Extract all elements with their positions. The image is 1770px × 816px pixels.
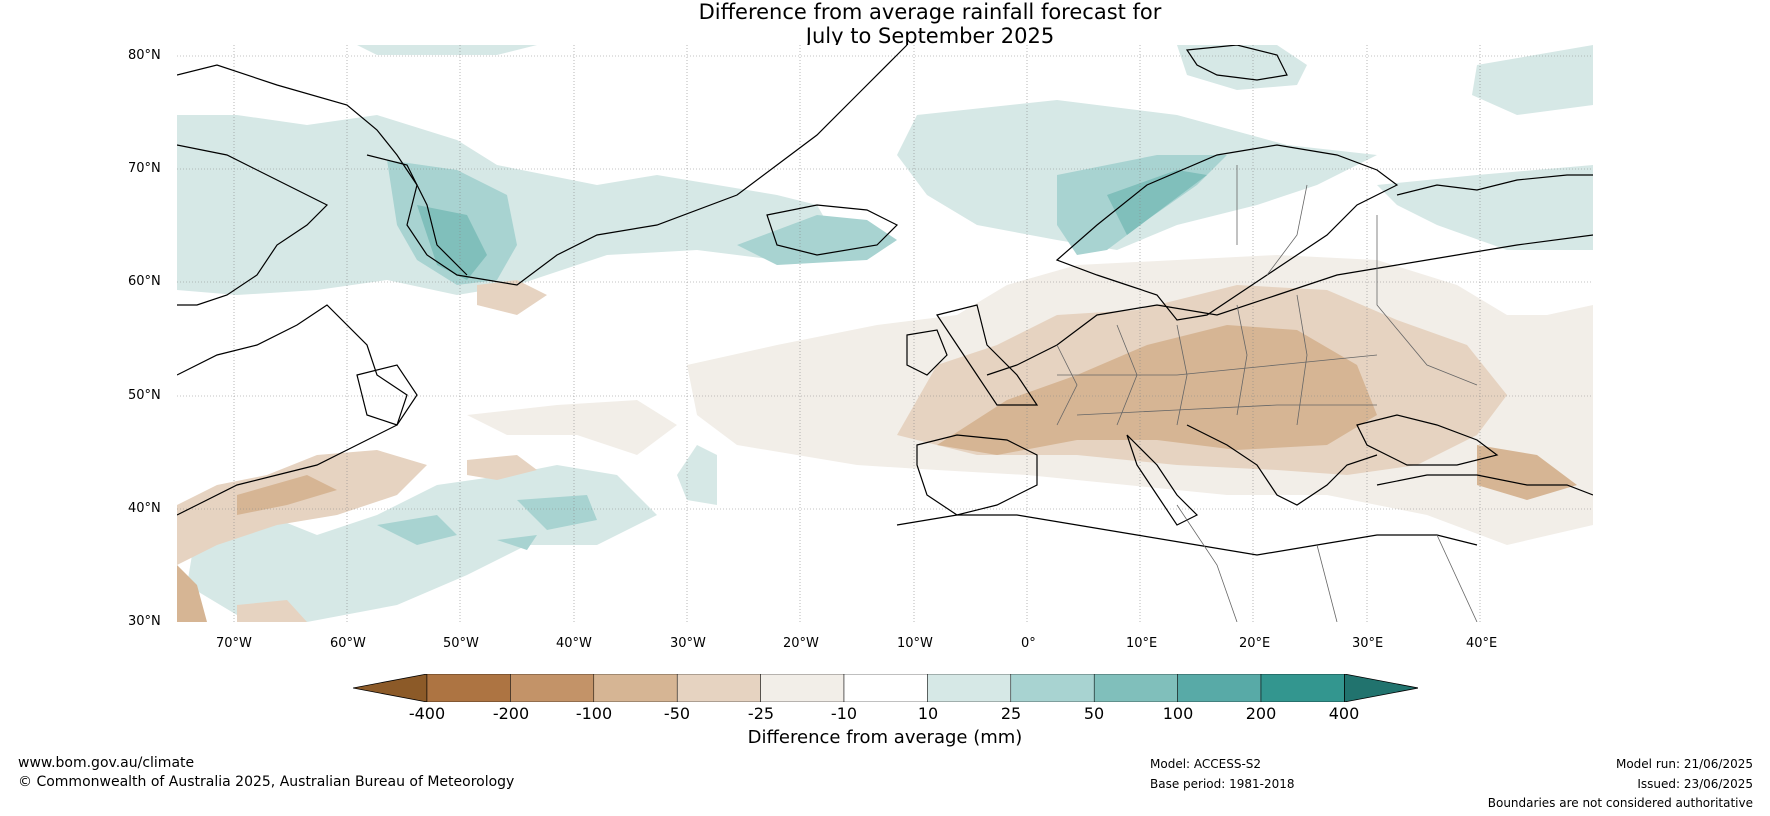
greenland-coast (177, 45, 908, 286)
graticule (177, 45, 1593, 622)
colorbar-extend-high (1344, 674, 1418, 702)
lon-label-10e: 10°E (1126, 636, 1158, 651)
colorbar-tick: -200 (492, 704, 530, 723)
sw-dry-edge (177, 565, 207, 622)
north-atlantic-wet (737, 215, 897, 265)
model-text: Model: ACCESS-S2 (1150, 757, 1262, 771)
canada-arctic-coast (177, 144, 329, 306)
colorbar-tick: 25 (1000, 704, 1022, 723)
black-sea-coast (1356, 414, 1499, 466)
colorbar-segment (676, 674, 761, 702)
europe-mainland-coast (986, 234, 1593, 376)
british-isles-coast (936, 304, 1039, 406)
lat-label-50n: 50°N (128, 388, 161, 403)
north-africa-coast (896, 514, 1478, 556)
colorbar-segment (426, 674, 511, 702)
europe-dry-core (937, 325, 1377, 455)
lon-label-50w: 50°W (443, 636, 479, 651)
colorbar-tick: 400 (1328, 704, 1360, 723)
newfoundland-coast (356, 364, 418, 426)
lon-label-40w: 40°W (556, 636, 592, 651)
colorbar-segment (760, 674, 845, 702)
scandinavia-coast (1055, 144, 1399, 321)
website-text: www.bom.gov.au/climate (18, 755, 195, 771)
colorbar-label: Difference from average (mm) (747, 727, 1023, 748)
lon-label-60w: 60°W (330, 636, 366, 651)
colorbar-tick: -25 (747, 704, 775, 723)
lat-label-40n: 40°N (128, 501, 161, 516)
labrador-coast (177, 304, 408, 516)
colorbar-tick: 10 (917, 704, 939, 723)
iceland-coast (766, 204, 899, 256)
colorbar-tick: 200 (1245, 704, 1277, 723)
country-borders (1056, 165, 1478, 622)
greenland-dry-spot (477, 280, 547, 315)
colorbar-segment (593, 674, 678, 702)
lat-label-60n: 60°N (128, 274, 161, 289)
coastlines (177, 45, 1593, 556)
lon-label-20e: 20°E (1239, 636, 1271, 651)
base-period-text: Base period: 1981-2018 (1150, 777, 1295, 791)
balkans-coast (1186, 424, 1378, 506)
turkey-coast (1376, 474, 1593, 496)
sw-dry-bottom (237, 600, 307, 622)
colorbar-tick: 100 (1162, 704, 1194, 723)
colorbar-tick: -50 (663, 704, 691, 723)
colorbar-segment (1260, 674, 1345, 702)
colorbar-segment (1010, 674, 1095, 702)
caspian-dry (1477, 445, 1577, 500)
arctic-wet-top (357, 45, 537, 55)
sw-dry-band (177, 450, 427, 565)
disclaimer-text: Boundaries are not considered authoritat… (1487, 796, 1753, 810)
lon-label-70w: 70°W (216, 636, 252, 651)
colorbar-segment (1177, 674, 1262, 702)
colorbar-tick: -400 (408, 704, 446, 723)
lon-label-10w: 10°W (897, 636, 933, 651)
greenland-west-coast (366, 154, 468, 276)
issued-text: Issued: 23/06/2025 (1637, 777, 1753, 791)
lon-label-30w: 30°W (670, 636, 706, 651)
lat-label-30n: 30°N (128, 614, 161, 629)
copyright-text: © Commonwealth of Australia 2025, Austra… (18, 774, 515, 790)
colorbar-extend-low (353, 674, 428, 702)
lon-label-20w: 20°W (783, 636, 819, 651)
title-line-1: Difference from average rainfall forecas… (698, 0, 1162, 24)
model-run-text: Model run: 21/06/2025 (1615, 757, 1753, 771)
barents-wet (1472, 45, 1593, 115)
atlantic-dry-band (467, 400, 677, 455)
ireland-coast (906, 329, 948, 376)
subtropical-wet-core-1 (377, 515, 457, 545)
colorbar-segment (927, 674, 1012, 702)
colorbar-tick: -100 (575, 704, 613, 723)
novaya-zemlya-coast (1396, 174, 1593, 196)
atlantic-dry-spot (467, 455, 537, 480)
iberia-coast (916, 434, 1038, 516)
subtropical-wet-core-2 (517, 495, 597, 530)
map-title: Difference from average rainfall forecas… (90, 0, 1770, 48)
lat-label-70n: 70°N (128, 161, 161, 176)
colorbar-tick: 50 (1083, 704, 1105, 723)
colorbar-tick: -10 (830, 704, 858, 723)
colorbar-segment (1093, 674, 1178, 702)
colorbar (353, 674, 1418, 702)
norway-coast-core (1107, 170, 1207, 235)
map-svg (177, 45, 1593, 622)
sw-dry-core (237, 475, 337, 515)
title-line-2: July to September 2025 (805, 24, 1055, 48)
svalbard-coast (1185, 45, 1288, 81)
lon-label-0: 0° (1021, 636, 1036, 651)
rainfall-map (177, 45, 1593, 622)
greenland-wet-peak (417, 205, 487, 280)
subtropical-wet-core-3 (497, 535, 537, 550)
lon-label-40e: 40°E (1466, 636, 1498, 651)
lon-label-30e: 30°E (1352, 636, 1384, 651)
lat-label-80n: 80°N (128, 48, 161, 63)
colorbar-segment (843, 674, 928, 702)
colorbar-segment (510, 674, 595, 702)
